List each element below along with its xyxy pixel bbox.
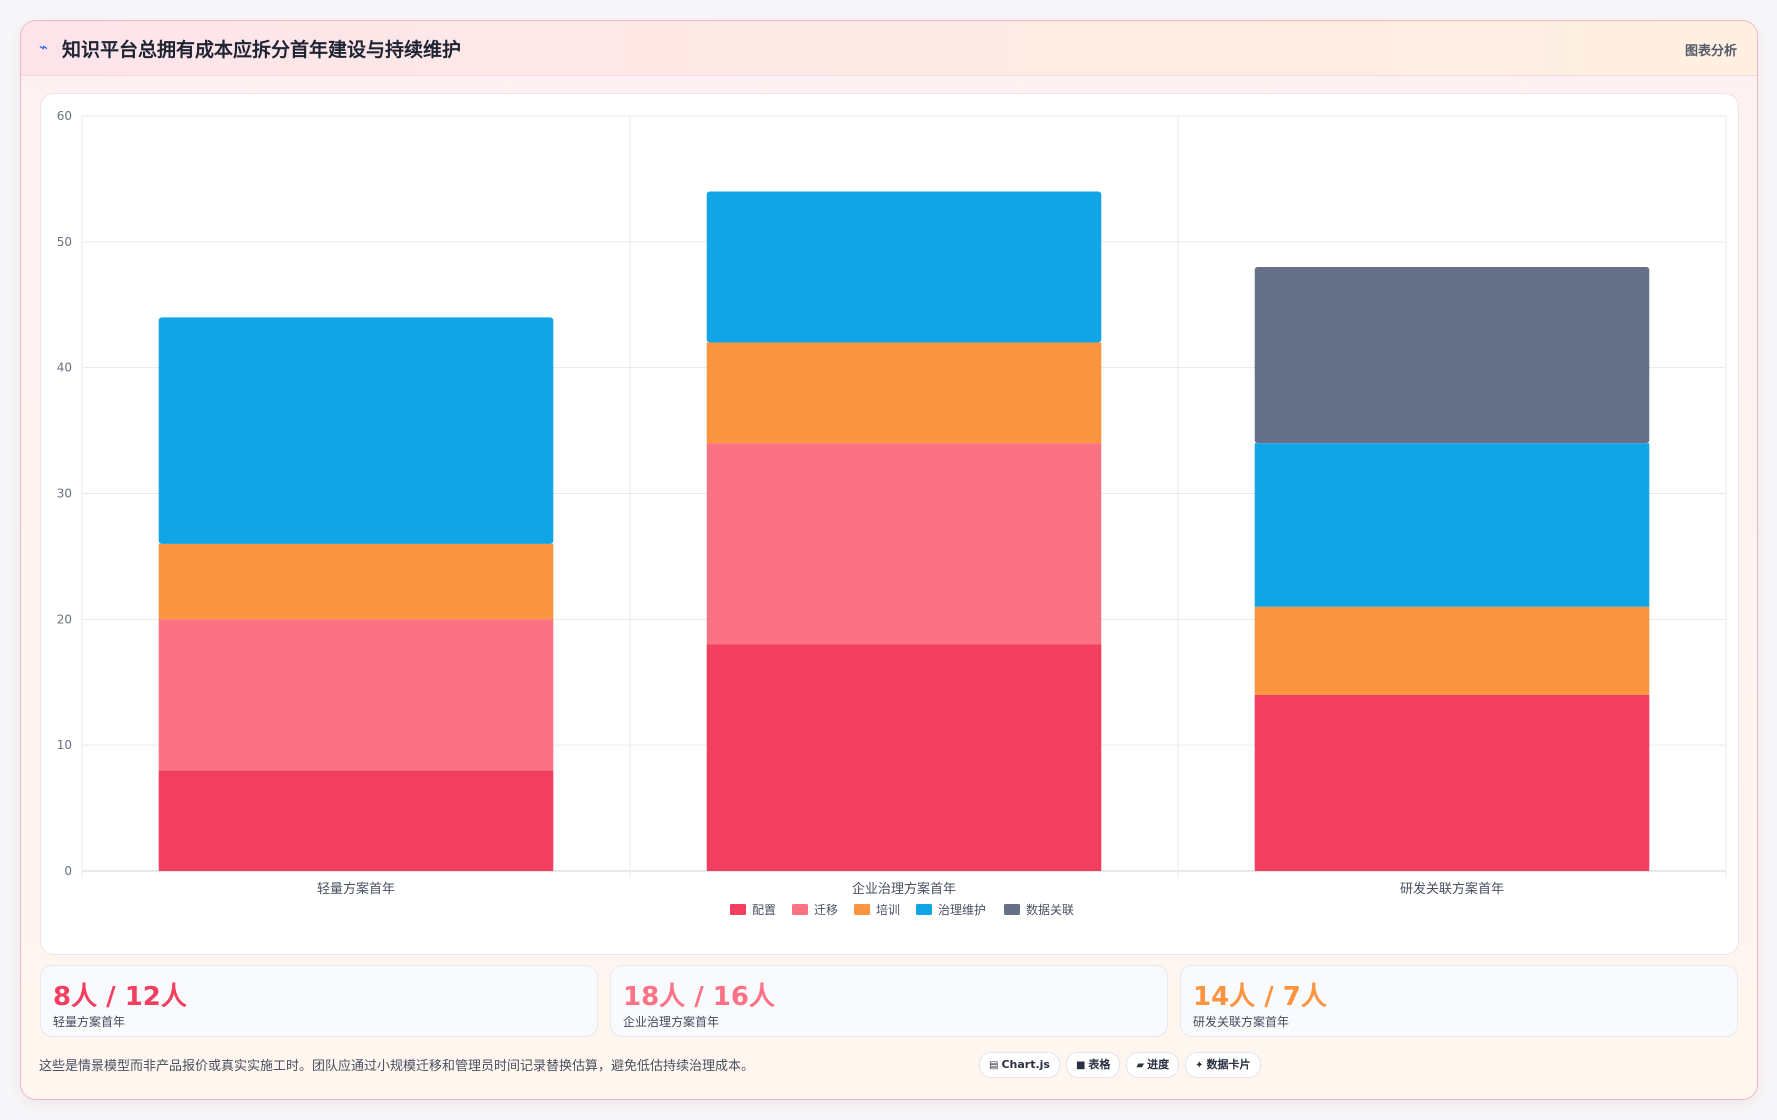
progress-icon: ▰ xyxy=(1136,1060,1145,1071)
chart-icon: ▤ xyxy=(989,1060,999,1071)
chip-label: 进度 xyxy=(1147,1058,1170,1071)
chart-title: 知识平台总拥有成本应拆分首年建设与持续维护 xyxy=(62,39,462,61)
legend-label: 配置 xyxy=(752,903,776,917)
legend-label: 培训 xyxy=(876,902,900,917)
y-tick-label: 20 xyxy=(57,612,72,626)
table-icon: ■ xyxy=(1075,1060,1086,1071)
bar-segment xyxy=(1254,267,1650,444)
stats-row: 8人 / 12人 轻量方案首年 18人 / 16人 企业治理方案首年 14人 /… xyxy=(40,965,1738,1037)
stat-value: 8人 / 12人 xyxy=(53,982,187,1012)
footer-note: 这些是情景模型而非产品报价或真实实施工时。团队应通过小规模迁移和管理员时间记录替… xyxy=(39,1059,755,1074)
bar-segment xyxy=(1254,694,1650,871)
y-tick-label: 40 xyxy=(57,361,72,375)
bar-segment xyxy=(158,317,554,544)
bar-segment xyxy=(1254,443,1650,607)
bar-segment xyxy=(158,770,554,871)
chip-data-card[interactable]: ✦ 数据卡片 xyxy=(1185,1052,1261,1078)
y-tick-label: 10 xyxy=(57,738,72,752)
card-header: ⌁ 知识平台总拥有成本应拆分首年建设与持续维护 图表分析 xyxy=(21,21,1757,76)
stat-label: 研发关联方案首年 xyxy=(1193,1015,1290,1029)
stat-card-enterprise: 18人 / 16人 企业治理方案首年 xyxy=(610,965,1168,1037)
trend-icon: ⌁ xyxy=(39,38,49,56)
chart-card: ⌁ 知识平台总拥有成本应拆分首年建设与持续维护 图表分析 0 10 20 30 40 50… xyxy=(20,20,1758,1100)
chip-table[interactable]: ■ 表格 xyxy=(1065,1052,1121,1078)
stat-card-rnd: 14人 / 7人 研发关联方案首年 xyxy=(1180,965,1738,1037)
chip-label: Chart.js xyxy=(1001,1058,1050,1071)
chart-panel: 0 10 20 30 40 50 60 轻量方案首年 企业治理方案首年 研发关联方案首年配置 迁移 培… xyxy=(40,93,1739,955)
bar-segment xyxy=(706,443,1102,645)
chip-label: 表格 xyxy=(1088,1058,1111,1071)
chip-label: 数据卡片 xyxy=(1206,1058,1251,1071)
data-card-icon: ✦ xyxy=(1195,1060,1204,1071)
stat-card-light: 8人 / 12人 轻量方案首年 xyxy=(40,965,598,1037)
x-tick-label: 研发关联方案首年 xyxy=(1400,881,1504,897)
legend-label: 治理维护 xyxy=(938,903,986,917)
x-tick-label: 轻量方案首年 xyxy=(317,881,395,897)
y-tick-label: 60 xyxy=(57,109,72,123)
bar-segment xyxy=(1254,606,1650,695)
legend-label: 迁移 xyxy=(814,903,838,917)
view-chips: ▤ Chart.js ■ 表格 ▰ 进度 ✦ 数据卡片 xyxy=(979,1052,1267,1078)
y-tick-label: 0 xyxy=(64,864,72,878)
legend-label: 数据关联 xyxy=(1026,902,1074,917)
analysis-link[interactable]: 图表分析 xyxy=(1684,44,1737,59)
y-tick-label: 50 xyxy=(57,235,72,249)
bar-segment xyxy=(706,644,1102,871)
bar-segment xyxy=(706,191,1102,343)
bar-segment xyxy=(158,543,554,620)
chip-chartjs[interactable]: ▤ Chart.js xyxy=(979,1052,1060,1078)
legend-swatch xyxy=(730,904,746,915)
legend-swatch xyxy=(854,904,870,915)
legend-swatch xyxy=(792,904,808,915)
bar-segment xyxy=(706,342,1102,444)
stat-label: 轻量方案首年 xyxy=(53,1015,126,1029)
legend-swatch xyxy=(1004,904,1020,915)
stat-value: 14人 / 7人 xyxy=(1193,982,1327,1012)
x-tick-label: 企业治理方案首年 xyxy=(852,881,956,897)
bar-segment xyxy=(158,619,554,771)
y-tick-label: 30 xyxy=(57,487,72,501)
stat-label: 企业治理方案首年 xyxy=(623,1015,720,1029)
legend-swatch xyxy=(916,904,932,915)
stat-value: 18人 / 16人 xyxy=(623,982,775,1012)
chip-progress[interactable]: ▰ 进度 xyxy=(1126,1052,1180,1078)
